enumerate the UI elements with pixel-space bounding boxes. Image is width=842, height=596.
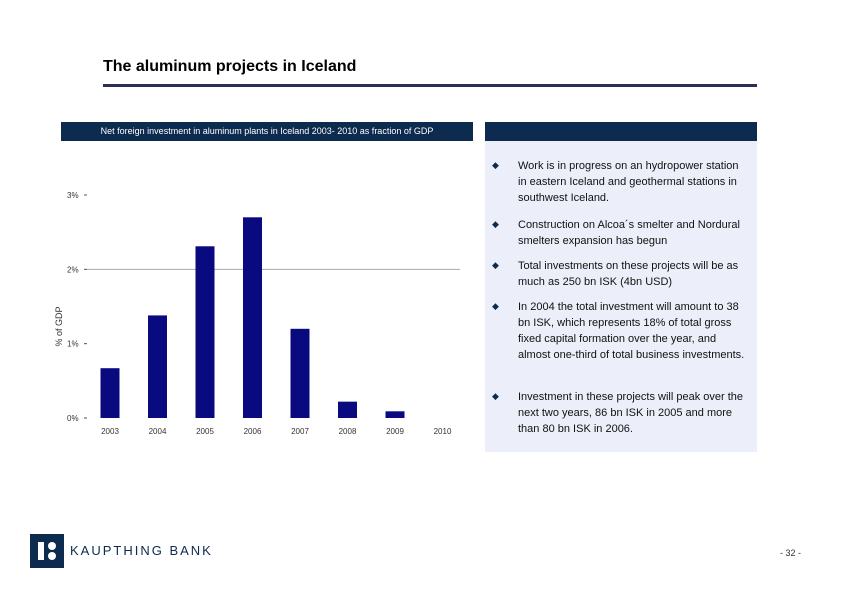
bullet-text: Construction on Alcoa´s smelter and Nord… <box>518 219 740 247</box>
bullet-text: In 2004 the total investment will amount… <box>518 301 745 361</box>
x-tick-label: 2010 <box>434 427 452 436</box>
y-tick-label: 2% <box>67 265 79 274</box>
diamond-bullet-icon: ◆ <box>492 301 499 311</box>
y-axis-label: % of GDP <box>54 306 64 346</box>
diamond-bullet-icon: ◆ <box>492 219 499 229</box>
bullet-text: Total investments on these projects will… <box>518 260 739 288</box>
title-underline <box>103 84 757 87</box>
bullet-text: Work is in progress on an hydropower sta… <box>518 160 739 204</box>
y-tick-label: 1% <box>67 340 79 349</box>
x-tick-label: 2005 <box>196 427 214 436</box>
bar <box>243 217 262 418</box>
bullet-list: ◆ Work is in progress on an hydropower st… <box>485 141 757 452</box>
page-title: The aluminum projects in Iceland <box>103 58 357 75</box>
bullet-text: Investment in these projects will peak o… <box>518 391 744 435</box>
x-tick-label: 2006 <box>244 427 262 436</box>
x-tick-label: 2008 <box>339 427 357 436</box>
right-panel-header <box>485 122 757 141</box>
bar <box>338 401 357 418</box>
diamond-bullet-icon: ◆ <box>492 391 499 401</box>
bar-chart: 0% 1% 2% 3% % of GDP 2003 2004 2005 2006 2007 2008… <box>54 191 460 436</box>
kaupthing-logo-icon <box>30 534 64 568</box>
right-panel: ◆ Work is in progress on an hydropower st… <box>485 141 757 452</box>
bar <box>100 368 120 418</box>
chart-header: Net foreign investment in aluminum plant… <box>61 122 473 141</box>
diamond-bullet-icon: ◆ <box>492 260 499 270</box>
bar <box>385 411 405 418</box>
x-tick-label: 2009 <box>386 427 404 436</box>
x-tick-label: 2007 <box>291 427 309 436</box>
logo-text: KAUPTHING BANK <box>70 543 213 558</box>
bar <box>148 315 167 418</box>
x-tick-label: 2004 <box>149 427 167 436</box>
y-tick-label: 3% <box>67 191 79 200</box>
diamond-bullet-icon: ◆ <box>492 160 499 170</box>
bar <box>195 246 215 418</box>
page-number: - 32 - <box>780 548 802 558</box>
x-tick-label: 2003 <box>101 427 119 436</box>
y-tick-label: 0% <box>67 414 79 423</box>
bar <box>290 328 310 418</box>
